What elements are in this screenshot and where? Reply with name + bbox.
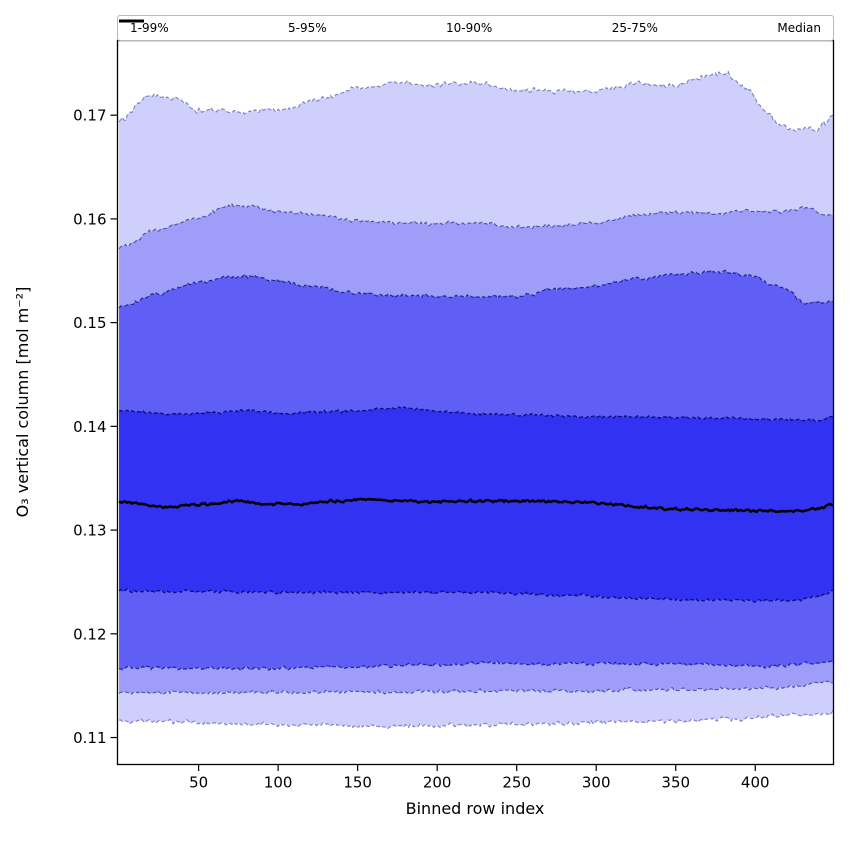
legend: 1-99% 5-95% 10-90% 25-75% Median	[117, 15, 834, 41]
p90-line	[118, 269, 834, 309]
y-tick-label: 0.16	[73, 210, 106, 228]
x-tick-label: 250	[502, 774, 531, 792]
p75-line	[118, 406, 834, 423]
legend-line-swatch	[119, 19, 144, 23]
legend-item-median: Median	[119, 19, 821, 35]
x-tick-label: 300	[582, 774, 611, 792]
legend-item-25-75-: 25-75%	[119, 19, 658, 35]
p5-line	[118, 680, 834, 696]
legend-label: 5-95%	[288, 21, 327, 35]
legend-label: 1-99%	[130, 21, 169, 35]
y-tick-label: 0.17	[73, 107, 106, 125]
y-tick-label: 0.14	[73, 418, 106, 436]
x-tick-label: 100	[264, 774, 293, 792]
y-tick-label: 0.12	[73, 625, 106, 643]
p99-line	[118, 70, 834, 133]
x-tick-label: 400	[741, 774, 770, 792]
x-tick-label: 200	[423, 774, 452, 792]
y-tick-label: 0.15	[73, 314, 106, 332]
x-tick-label: 350	[661, 774, 690, 792]
axes-ticks: 50 100 150 200 250 300 350 400 0.11 0.12 0.13 0.14 0…	[73, 107, 769, 792]
y-tick-label: 0.11	[73, 729, 106, 747]
legend-item-10-90-: 10-90%	[119, 20, 493, 35]
x-axis-label: Binned row index	[406, 799, 545, 818]
p1-line	[119, 710, 834, 730]
band-25-75	[119, 406, 834, 602]
legend-label: Median	[777, 21, 821, 35]
p10-line	[119, 660, 834, 671]
y-tick-label: 0.13	[73, 522, 106, 540]
p25-line	[118, 588, 834, 603]
x-tick-label: 50	[189, 774, 208, 792]
legend-label: 10-90%	[446, 21, 493, 35]
plot-area	[118, 70, 834, 730]
legend-item-5-95-: 5-95%	[119, 20, 327, 35]
median-line	[118, 497, 834, 514]
y-axis-label: O₃ vertical column [mol m⁻²]	[13, 287, 32, 518]
x-tick-label: 150	[343, 774, 372, 792]
legend-label: 25-75%	[611, 21, 658, 35]
p95-line	[118, 203, 834, 250]
